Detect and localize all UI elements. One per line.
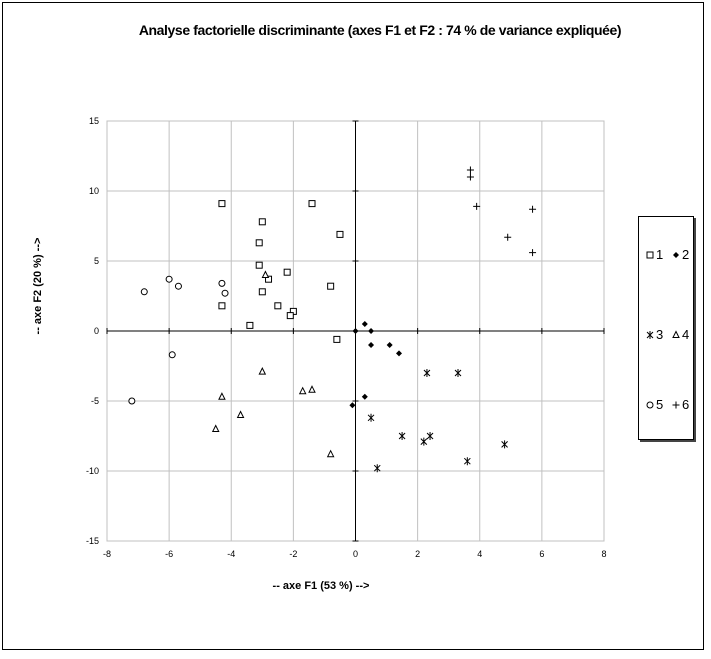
series-3-point bbox=[454, 369, 462, 377]
series-1-point bbox=[333, 335, 341, 343]
series-4-point bbox=[261, 270, 270, 278]
series-3-point bbox=[463, 457, 471, 466]
series-3-point bbox=[423, 369, 431, 377]
series-4-point bbox=[308, 385, 316, 393]
series-5-point bbox=[165, 275, 173, 283]
legend-marker-diamond-icon bbox=[673, 252, 679, 258]
series-1-point bbox=[258, 288, 266, 296]
y-tick-label: 5 bbox=[94, 256, 99, 266]
series-3-point bbox=[398, 432, 406, 440]
legend-marker-circle-icon bbox=[646, 401, 654, 409]
x-tick-label: 2 bbox=[415, 549, 420, 559]
x-tick-label: -8 bbox=[103, 549, 111, 559]
series-5-point bbox=[174, 282, 182, 290]
y-tick-label: 15 bbox=[89, 116, 99, 126]
series-1-point bbox=[246, 321, 254, 329]
series-1-point bbox=[258, 218, 266, 226]
series-1-point bbox=[265, 275, 273, 283]
x-tick-label: 0 bbox=[353, 549, 358, 559]
series-1-point bbox=[255, 239, 263, 247]
legend-marker bbox=[672, 330, 680, 338]
series-5-point bbox=[168, 351, 176, 359]
series-1-point bbox=[274, 302, 282, 310]
series-3-point bbox=[373, 464, 381, 473]
y-tick-label: -5 bbox=[91, 396, 99, 406]
series-4-point bbox=[258, 366, 267, 375]
series-2-point bbox=[361, 321, 368, 327]
series-6-point bbox=[466, 166, 474, 174]
legend-label: 2 bbox=[682, 247, 690, 262]
legend-label: 4 bbox=[682, 327, 690, 342]
series-1-point bbox=[336, 230, 344, 238]
legend-marker bbox=[673, 252, 679, 258]
series-6-point bbox=[473, 202, 481, 210]
series-3-point bbox=[426, 432, 434, 440]
series-1-point bbox=[286, 312, 294, 320]
x-tick-label: -6 bbox=[165, 549, 173, 559]
series-5-point bbox=[128, 397, 136, 405]
x-axis-label: -- axe F1 (53 %) --> bbox=[272, 580, 370, 592]
series-2-point bbox=[386, 342, 393, 348]
series-4-point bbox=[218, 392, 226, 400]
series-5-point bbox=[140, 288, 148, 296]
series-1-point bbox=[255, 261, 263, 269]
y-axis-label: -- axe F2 (20 %) --> bbox=[32, 237, 44, 335]
series-6-point bbox=[529, 249, 537, 257]
chart-title: Analyse factorielle discriminante (axes … bbox=[138, 22, 622, 38]
legend-marker-asterisk-icon bbox=[646, 331, 654, 339]
series-1-point bbox=[218, 200, 226, 208]
series-2-point bbox=[368, 328, 375, 334]
legend-marker-triangle-icon bbox=[672, 330, 680, 338]
legend-marker bbox=[672, 401, 680, 409]
legend-marker-plus-icon bbox=[672, 401, 680, 409]
series-3-point bbox=[501, 440, 508, 449]
legend-marker bbox=[646, 251, 654, 259]
y-tick-label: -15 bbox=[86, 536, 99, 546]
series-2-point bbox=[361, 393, 368, 400]
x-tick-label: 8 bbox=[601, 549, 606, 559]
series-4-point bbox=[236, 410, 245, 418]
x-tick-label: -2 bbox=[289, 549, 297, 559]
legend-label: 1 bbox=[656, 247, 664, 262]
series-4-point bbox=[298, 386, 307, 395]
series-4-point bbox=[211, 424, 220, 432]
series-6-point bbox=[504, 233, 512, 241]
y-tick-label: 0 bbox=[94, 326, 99, 336]
series-1-point bbox=[327, 282, 335, 290]
legend-marker-square-icon bbox=[646, 251, 654, 259]
series-2-point bbox=[352, 328, 359, 334]
series-3-point bbox=[420, 437, 428, 446]
series-5-point bbox=[221, 289, 229, 297]
series-3-point bbox=[367, 413, 375, 422]
series-6-point bbox=[529, 205, 537, 213]
x-tick-label: 6 bbox=[539, 549, 544, 559]
series-1-point bbox=[218, 302, 226, 310]
chart-frame bbox=[2, 2, 704, 650]
series-4-point bbox=[326, 449, 335, 458]
x-tick-label: -4 bbox=[227, 549, 235, 559]
series-2-point bbox=[395, 350, 402, 357]
series-2-point bbox=[349, 402, 356, 409]
legend-label: 5 bbox=[656, 397, 664, 412]
legend-label: 3 bbox=[656, 327, 664, 342]
series-1-point bbox=[283, 268, 291, 276]
series-6-point bbox=[466, 173, 474, 181]
y-tick-label: 10 bbox=[89, 186, 99, 196]
legend-marker bbox=[646, 401, 654, 409]
series-2-point bbox=[368, 342, 375, 348]
y-tick-label: -10 bbox=[86, 466, 99, 476]
legend-marker bbox=[646, 331, 654, 339]
legend-label: 6 bbox=[682, 397, 690, 412]
series-5-point bbox=[218, 279, 226, 287]
series-1-point bbox=[308, 200, 316, 208]
x-tick-label: 4 bbox=[477, 549, 482, 559]
